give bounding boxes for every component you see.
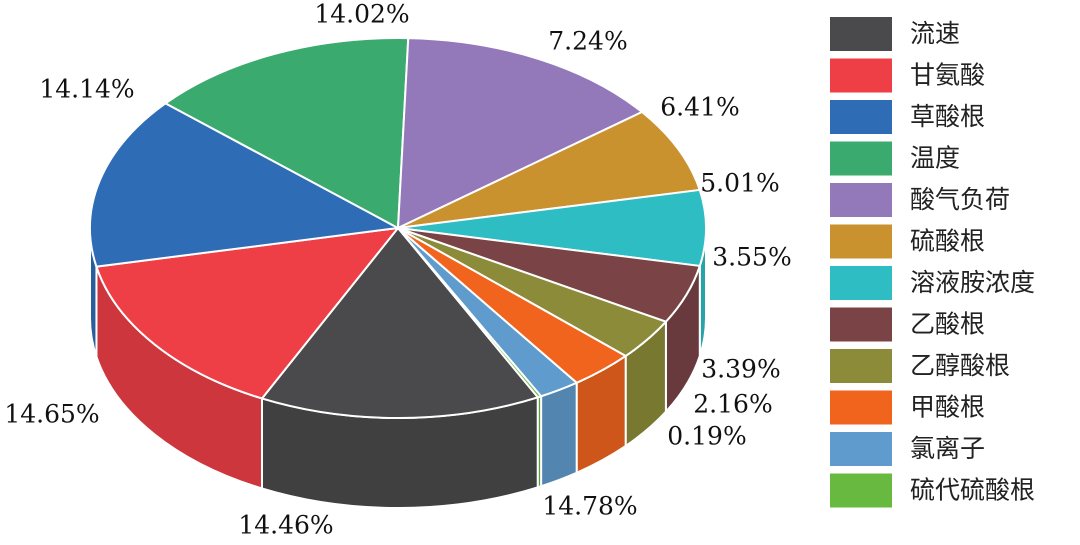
slice-label-10: 3.39% <box>701 355 780 384</box>
slice-label-12: 0.19% <box>667 422 746 451</box>
legend-label-2: 甘氨酸 <box>910 61 985 90</box>
legend-label-11: 氯离子 <box>910 434 985 463</box>
legend-swatch-4 <box>830 141 892 176</box>
legend-label-12: 硫代硫酸根 <box>910 476 1035 505</box>
slice-label-3: 14.65% <box>4 400 99 429</box>
slice-label-4: 14.14% <box>39 75 134 104</box>
legend-label-4: 温度 <box>910 144 960 173</box>
pie-slice-4[interactable] <box>164 37 410 229</box>
legend-label-1: 流速 <box>910 19 960 48</box>
legend-swatch-1 <box>830 17 892 51</box>
legend-label-7: 溶液胺浓度 <box>910 268 1035 297</box>
pie-slice-3[interactable] <box>89 102 399 268</box>
legend-swatch-9 <box>830 349 892 383</box>
slice-label-9: 3.55% <box>712 243 791 272</box>
legend-swatch-12 <box>830 473 892 508</box>
slice-label-7: 6.41% <box>660 93 739 122</box>
legend-swatch-7 <box>830 266 892 300</box>
legend-swatch-11 <box>830 432 892 466</box>
pie-slice-5[interactable] <box>397 37 643 229</box>
slice-label-5: 14.02% <box>314 0 409 29</box>
legend-swatch-3 <box>830 100 892 134</box>
legend-label-5: 酸气负荷 <box>910 185 1010 214</box>
pie-sides <box>89 227 707 509</box>
pie-slice-2[interactable] <box>95 227 399 400</box>
slice-label-2: 14.46% <box>238 511 333 540</box>
legend-swatch-6 <box>830 224 892 259</box>
legend-swatch-8 <box>830 307 892 342</box>
pie-tops <box>89 37 707 419</box>
legend-label-9: 乙醇酸根 <box>910 351 1010 380</box>
slice-label-1: 14.78% <box>542 492 637 521</box>
legend-label-8: 乙酸根 <box>910 310 985 339</box>
legend-swatch-5 <box>830 183 892 217</box>
pie-slice-12[interactable] <box>397 227 543 399</box>
percent-labels: 14.78% 14.46% 14.65% 14.14% 14.02% 7.24% 6.41%… <box>4 0 791 540</box>
pie-slice-7[interactable] <box>397 188 707 267</box>
legend-label-6: 硫酸根 <box>910 227 985 256</box>
pie-side-12 <box>536 394 543 489</box>
pie-side-11 <box>540 381 578 488</box>
slice-label-11: 2.16% <box>693 390 772 419</box>
slice-label-8: 5.01% <box>700 169 779 198</box>
slice-label-6: 7.24% <box>548 27 627 56</box>
legend-swatch-10 <box>830 390 892 425</box>
legend-swatch-2 <box>830 58 892 93</box>
pie-slice-1[interactable] <box>260 227 539 419</box>
legend-label-10: 甲酸根 <box>910 393 985 422</box>
legend-label-3: 草酸根 <box>910 102 985 131</box>
